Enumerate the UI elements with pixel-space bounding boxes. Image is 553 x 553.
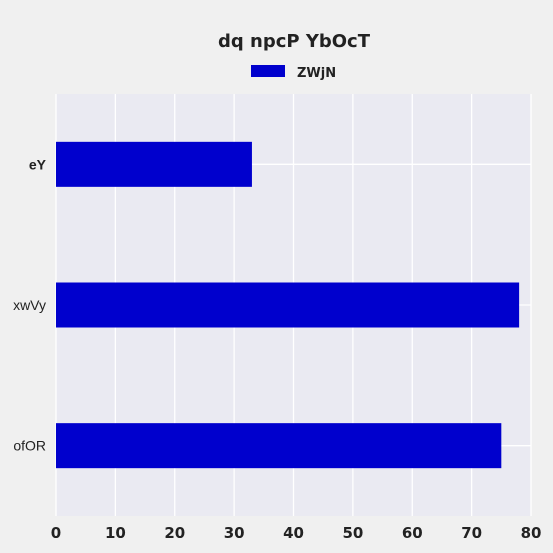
legend-swatch xyxy=(251,65,285,77)
legend-label: ZWjN xyxy=(297,66,336,81)
bar-eY xyxy=(56,141,252,187)
x-tick-label: 40 xyxy=(283,524,304,542)
x-tick-label: 20 xyxy=(164,524,185,542)
y-tick-label: ofOR xyxy=(13,438,46,454)
bar-xwVy xyxy=(56,282,520,328)
x-tick-label: 60 xyxy=(402,524,423,542)
x-tick-label: 0 xyxy=(51,524,61,542)
y-tick-labels: eY xwVy ofOR xyxy=(13,156,47,453)
x-tick-label: 70 xyxy=(461,524,482,542)
legend: ZWjN xyxy=(251,65,336,81)
y-tick-label: eY xyxy=(29,156,47,172)
y-tick-label: xwVy xyxy=(13,297,46,313)
x-tick-label: 50 xyxy=(342,524,363,542)
x-tick-label: 80 xyxy=(521,524,542,542)
bars xyxy=(56,141,520,469)
bar-ofOR xyxy=(56,423,502,469)
x-tick-label: 10 xyxy=(105,524,126,542)
x-tick-label: 30 xyxy=(224,524,245,542)
x-tick-labels: 0 10 20 30 40 50 60 70 80 xyxy=(51,524,542,542)
chart-title: dq npcP YbOcT xyxy=(218,31,371,52)
